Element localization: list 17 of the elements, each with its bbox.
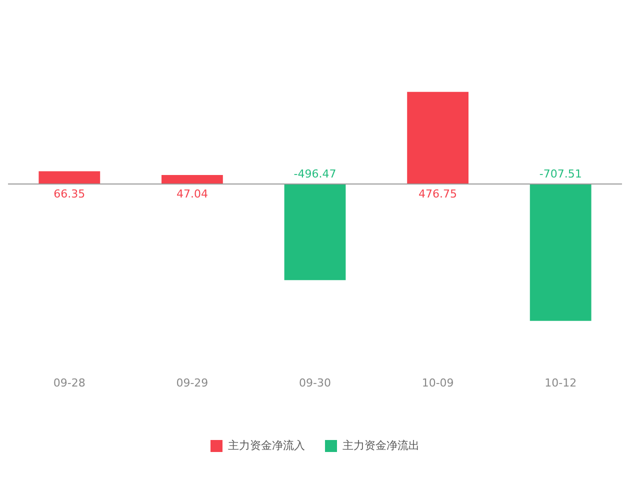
data-label: 66.35 [54, 187, 86, 200]
legend-label: 主力资金净流入 [228, 438, 305, 452]
bar [407, 92, 468, 184]
bar [284, 184, 346, 280]
bar [162, 174, 223, 184]
x-tick-label: 10-12 [544, 376, 577, 390]
data-label: 47.04 [176, 187, 208, 200]
data-label: -496.47 [294, 167, 336, 180]
legend-label: 主力资金净流出 [342, 438, 420, 452]
bar [38, 171, 100, 184]
bar [530, 184, 592, 321]
x-tick-label: 09-29 [176, 376, 208, 390]
data-label: 476.75 [418, 187, 458, 200]
x-tick-label: 09-30 [299, 376, 331, 390]
x-tick-label: 10-09 [422, 376, 454, 390]
x-tick-label: 09-28 [53, 376, 86, 390]
data-label: -707.51 [539, 167, 582, 180]
